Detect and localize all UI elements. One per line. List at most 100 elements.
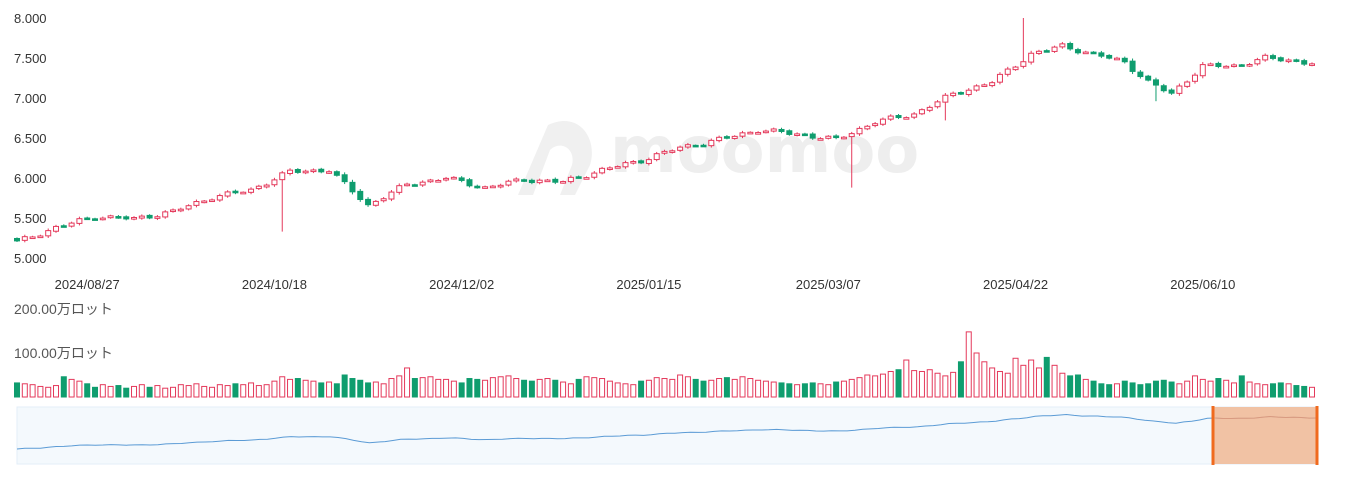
candle-body [1106, 54, 1113, 59]
candle [365, 197, 372, 207]
candle [287, 168, 294, 176]
candle [427, 178, 434, 183]
candle [614, 165, 621, 169]
candle-body [989, 82, 996, 87]
candle-body [76, 218, 83, 224]
candle [76, 216, 83, 226]
candle [677, 145, 684, 152]
candle [1160, 83, 1167, 93]
candle-body [1184, 81, 1191, 87]
volume-bar [53, 385, 60, 398]
candle [872, 121, 879, 128]
candle [1184, 80, 1191, 88]
candle-body [677, 146, 684, 151]
candle-body [794, 133, 801, 136]
candle [544, 178, 551, 183]
candle-body [864, 125, 871, 130]
volume-bar [76, 380, 83, 398]
candle [318, 167, 325, 174]
candlestick-series [14, 18, 1315, 243]
candle [942, 93, 949, 121]
candle [1035, 49, 1042, 55]
candle-body [201, 200, 208, 204]
candle-body [84, 217, 91, 221]
candle-body [887, 115, 894, 120]
candle-body [419, 181, 426, 186]
candle-body [1059, 43, 1066, 48]
candle [92, 217, 99, 221]
candle-body [552, 178, 559, 183]
price-y-tick-label: 7.000 [14, 91, 47, 106]
candle [310, 168, 317, 174]
candle-body [341, 174, 348, 183]
candle [349, 179, 356, 195]
candle [1074, 47, 1081, 55]
candle [825, 135, 832, 140]
volume-bar [505, 375, 512, 398]
candle-body [37, 235, 44, 239]
candle-body [1129, 60, 1136, 72]
volume-bar [1082, 378, 1089, 398]
candle [911, 112, 918, 120]
volume-bar [770, 381, 777, 398]
candle [833, 134, 840, 140]
candle [489, 184, 496, 189]
volume-bar [107, 385, 114, 398]
volume-bar [1152, 380, 1159, 398]
candle [1028, 50, 1035, 65]
candle-body [653, 153, 660, 161]
candle-body [271, 179, 278, 186]
candle-body [380, 198, 387, 202]
candle-body [263, 184, 270, 188]
candle [1254, 57, 1261, 66]
candle [131, 216, 138, 221]
candle-body [1051, 46, 1058, 52]
candle-body [107, 215, 114, 219]
candle [895, 113, 902, 120]
volume-bar [1106, 384, 1113, 398]
volume-bar [872, 375, 879, 398]
candle [1223, 65, 1230, 69]
candle-body [536, 179, 543, 184]
candle-body [1269, 55, 1276, 59]
candle-body [224, 191, 231, 197]
volume-bar [1246, 381, 1253, 398]
volume-bar [1254, 383, 1261, 398]
candle-body [466, 179, 473, 187]
candle-body [1277, 57, 1284, 62]
volume-bar [14, 382, 20, 398]
candle [622, 160, 629, 169]
volume-y-axis: 200.00万ロット 100.00万ロット [14, 301, 113, 361]
volume-bar [310, 380, 317, 398]
candle [1215, 61, 1222, 69]
volume-bar [341, 374, 348, 398]
candle-body [817, 138, 824, 141]
candle-body [1207, 63, 1214, 67]
volume-bar [1309, 386, 1315, 398]
candle-body [185, 205, 192, 210]
candle [45, 228, 52, 238]
navigator-left-handle[interactable] [1211, 406, 1215, 465]
candle-body [482, 186, 489, 189]
candle-body [349, 181, 356, 193]
volume-bar [1035, 367, 1042, 398]
candle [466, 178, 473, 188]
candle [37, 234, 44, 239]
navigator-right-handle[interactable] [1315, 406, 1319, 465]
volume-bar [778, 382, 785, 398]
volume-bar [1215, 378, 1222, 398]
candle [521, 178, 528, 183]
candle [934, 100, 941, 109]
navigator[interactable] [16, 406, 1319, 465]
price-x-tick-label: 2025/01/15 [616, 277, 681, 292]
volume-y-tick-label: 200.00万ロット [14, 301, 113, 317]
candle [435, 179, 442, 183]
candle-body [1293, 59, 1300, 62]
candle [14, 237, 20, 242]
volume-bar [762, 380, 769, 398]
volume-bar [271, 380, 278, 398]
volume-bar [989, 367, 996, 398]
volume-bar [575, 378, 582, 398]
candle [1082, 50, 1089, 55]
volume-bar [879, 373, 886, 398]
